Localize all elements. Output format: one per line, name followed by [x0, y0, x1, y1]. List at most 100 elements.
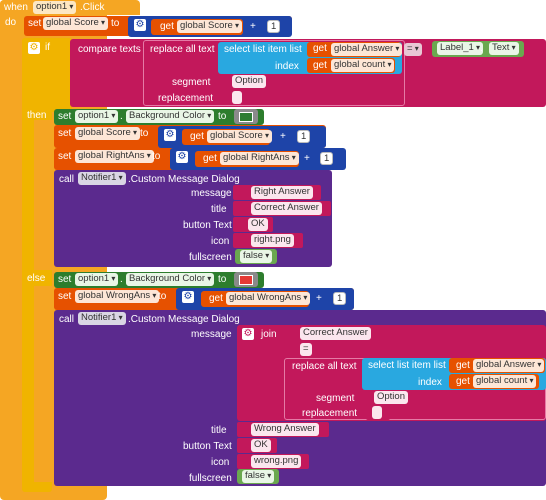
to-keyword: to — [158, 291, 167, 302]
number-input[interactable]: 1 — [297, 130, 311, 143]
set-keyword: set — [58, 274, 72, 285]
mutator-gear-icon[interactable]: ⚙ — [176, 151, 188, 163]
replacement-label: replacement — [302, 408, 358, 419]
rightans-var-dropdown[interactable]: global RightAns — [75, 150, 154, 163]
get-score-dropdown[interactable]: global Score — [207, 130, 273, 143]
mutator-gear-icon[interactable]: ⚙ — [134, 19, 146, 31]
green-color-swatch[interactable] — [239, 112, 253, 122]
if-footer — [22, 482, 52, 492]
dot-separator: . — [120, 274, 123, 285]
get-rightans-dropdown[interactable]: global RightAns — [220, 152, 299, 165]
message-string-value[interactable]: Right Answer — [251, 186, 313, 199]
get-keyword: get — [209, 293, 223, 304]
count-var-dropdown[interactable]: global count — [331, 59, 395, 72]
segment-string-value[interactable]: Option — [374, 391, 408, 404]
answer-var-dropdown[interactable]: global Answer — [473, 359, 545, 372]
replacement-string-value[interactable] — [232, 91, 242, 104]
replacement-label: replacement — [158, 93, 214, 104]
title-param-label: title — [211, 425, 227, 436]
title-string-value[interactable]: Wrong Answer — [251, 423, 319, 436]
index-label: index — [418, 377, 442, 388]
number-input[interactable]: 1 — [267, 20, 281, 33]
message-param-label: message — [191, 188, 232, 199]
mutator-gear-icon[interactable]: ⚙ — [164, 129, 176, 141]
index-label: index — [275, 61, 299, 72]
number-input[interactable]: 1 — [320, 152, 334, 165]
compare-texts-label: compare texts — [78, 44, 141, 55]
icon-string-value[interactable]: wrong.png — [251, 455, 302, 468]
dot-separator: . — [120, 111, 123, 122]
to-keyword: to — [152, 151, 161, 162]
notifier-component-dropdown[interactable]: Notifier1 — [78, 312, 126, 325]
mutator-gear-icon[interactable]: ⚙ — [182, 291, 194, 303]
bg-component-dropdown[interactable]: option1 — [75, 273, 119, 286]
plus-operator: + — [316, 293, 322, 304]
set-keyword: set — [58, 151, 72, 162]
to-keyword: to — [140, 128, 149, 139]
replace-all-text-label: replace all text — [150, 44, 215, 55]
if-mutator-gear-icon[interactable]: ⚙ — [28, 42, 40, 54]
set-var-dropdown[interactable]: global Score — [43, 17, 109, 30]
join-mutator-gear-icon[interactable]: ⚙ — [242, 328, 254, 340]
number-input[interactable]: 1 — [333, 292, 347, 305]
set-keyword: set — [28, 18, 42, 29]
segment-label: segment — [172, 77, 211, 88]
dot-separator: . — [480, 43, 483, 54]
do-label: do — [5, 17, 17, 28]
when-label: when — [4, 2, 28, 13]
score-var-dropdown[interactable]: global Score — [75, 127, 141, 140]
get-keyword: get — [456, 376, 470, 387]
bg-property-dropdown[interactable]: Background Color — [126, 110, 215, 123]
join-keyword: join — [261, 329, 277, 340]
wrongans-var-dropdown[interactable]: global WrongAns — [75, 290, 160, 303]
then-section — [22, 108, 52, 120]
else-section — [22, 270, 52, 286]
message-param-label: message — [191, 329, 232, 340]
notifier-component-dropdown[interactable]: Notifier1 — [78, 172, 126, 185]
bg-property-dropdown[interactable]: Background Color — [126, 273, 215, 286]
fullscreen-param-label: fullscreen — [189, 473, 232, 484]
bg-component-dropdown[interactable]: option1 — [75, 110, 119, 123]
get-keyword: get — [456, 360, 470, 371]
join-string-2-value[interactable]: = — [300, 343, 312, 356]
event-component-dropdown[interactable]: option1 — [33, 1, 77, 14]
else-keyword: else — [27, 273, 46, 284]
get-var-dropdown[interactable]: global Score — [177, 20, 243, 33]
to-keyword: to — [218, 274, 227, 285]
segment-string-value[interactable]: Option — [232, 75, 266, 88]
join-string-1-value[interactable]: Correct Answer — [300, 327, 371, 340]
label-property-dropdown[interactable]: Text — [489, 42, 519, 55]
button-string-value[interactable]: OK — [251, 439, 271, 452]
get-keyword: get — [313, 43, 327, 54]
get-keyword: get — [313, 60, 327, 71]
icon-string-value[interactable]: right.png — [251, 234, 294, 247]
compare-operator-dropdown[interactable]: = — [404, 43, 422, 56]
call-keyword: call — [59, 174, 75, 185]
get-keyword: get — [160, 21, 174, 32]
to-keyword: to — [218, 111, 227, 122]
answer-var-dropdown[interactable]: global Answer — [331, 43, 403, 56]
set-keyword: set — [58, 291, 72, 302]
plus-operator: + — [304, 153, 310, 164]
replace-all-text-label: replace all text — [292, 361, 357, 372]
method-name: .Custom Message Dialog — [128, 314, 240, 325]
if-keyword: if — [45, 42, 50, 53]
get-wrongans-dropdown[interactable]: global WrongAns — [226, 292, 311, 305]
get-keyword: get — [203, 153, 217, 164]
icon-param-label: icon — [211, 457, 230, 468]
false-dropdown[interactable]: false — [240, 250, 273, 263]
plus-operator: + — [250, 21, 256, 32]
count-var-dropdown[interactable]: global count — [473, 375, 537, 388]
select-list-item-label: select list item list — [368, 360, 446, 371]
set-keyword: set — [58, 128, 72, 139]
red-color-swatch[interactable] — [239, 275, 253, 285]
to-keyword: to — [111, 18, 120, 29]
replacement-string-value[interactable] — [372, 406, 382, 419]
label-component-dropdown[interactable]: Label_1 — [437, 42, 484, 55]
button-string-value[interactable]: OK — [248, 218, 268, 231]
get-keyword: get — [190, 131, 204, 142]
title-string-value[interactable]: Correct Answer — [251, 202, 322, 215]
plus-operator: + — [280, 131, 286, 142]
if-else-block[interactable] — [22, 38, 34, 490]
false-dropdown[interactable]: false — [242, 470, 275, 483]
